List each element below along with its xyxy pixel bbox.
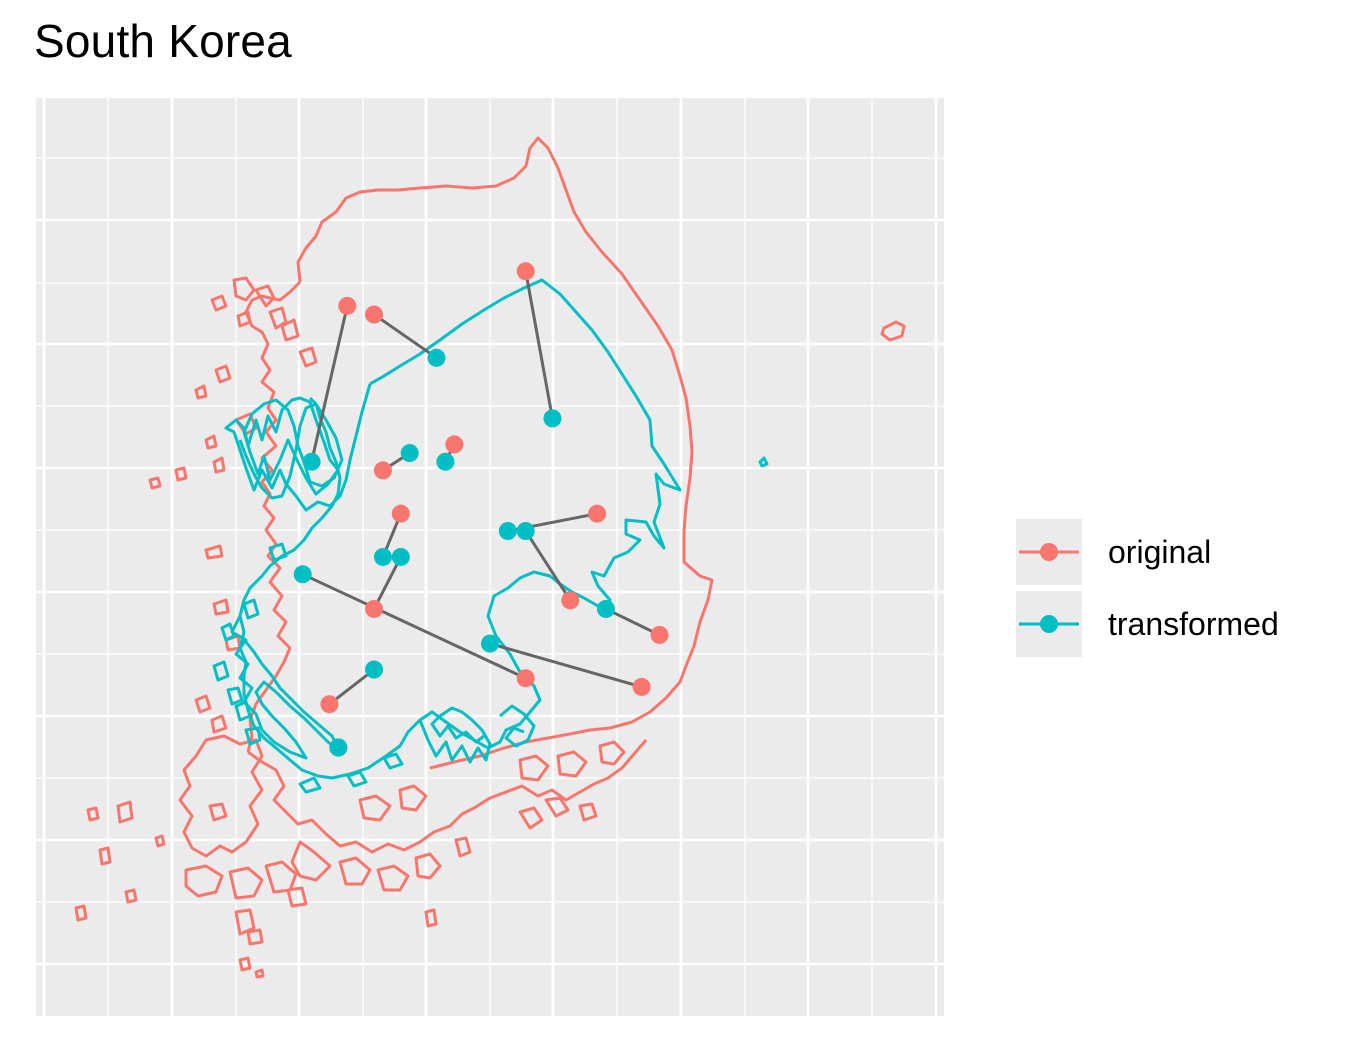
original-point (373, 461, 392, 480)
transformed-point (373, 547, 392, 566)
ulleungdo-transformed (758, 456, 769, 468)
transformed-point (400, 444, 419, 463)
transformed-point (516, 522, 535, 540)
transformed-point (329, 738, 348, 757)
transformed-point (427, 348, 446, 367)
legend-key-original (1016, 519, 1082, 585)
original-point (445, 435, 464, 454)
original-point (391, 504, 410, 523)
original-point (338, 296, 357, 315)
legend-key-transformed (1016, 591, 1082, 657)
legend-label-transformed: transformed (1108, 605, 1279, 642)
connector-line (524, 530, 572, 602)
transformed-point (436, 452, 455, 471)
original-point (365, 305, 384, 324)
south-coast-original (247, 739, 648, 928)
original-point (516, 669, 535, 688)
connector-line (524, 270, 554, 419)
original-point (365, 599, 384, 618)
original-point (320, 695, 339, 714)
sw-archipelago-original (74, 734, 308, 946)
original-point (561, 591, 580, 610)
legend-item-transformed: transformed (1016, 590, 1279, 658)
south-tangle-transformed (298, 704, 536, 794)
original-point (650, 625, 669, 644)
original-point (588, 504, 607, 523)
southwest-tangle-transformed (212, 542, 342, 760)
jeju-original (238, 956, 265, 979)
connector-line (372, 556, 403, 610)
legend: original transformed (1016, 518, 1279, 662)
transformed-point (365, 660, 384, 679)
legend-item-original: original (1016, 518, 1279, 586)
chart-title: South Korea (34, 15, 292, 67)
grid-major (36, 98, 944, 1016)
legend-label-original: original (1108, 533, 1212, 570)
nw-tangle-transformed (224, 383, 372, 512)
connector-line (302, 572, 527, 680)
original-outline (74, 136, 906, 979)
transformed-point (543, 409, 562, 428)
transformed-point (481, 634, 499, 653)
transformed-point (302, 452, 321, 471)
connector-line (373, 313, 438, 360)
connector-line (605, 607, 661, 637)
transformed-point (391, 547, 410, 566)
original-point (632, 677, 651, 696)
ulleungdo-original (880, 320, 906, 342)
connector-line (328, 668, 375, 706)
original-point (516, 262, 535, 281)
connector-line (310, 305, 349, 463)
transformed-point (498, 522, 517, 540)
transformed-point (293, 565, 312, 584)
transformed-point (596, 599, 615, 618)
connector-line (489, 642, 643, 689)
mainland-outline-original (296, 136, 714, 770)
transformed-points (293, 348, 615, 757)
